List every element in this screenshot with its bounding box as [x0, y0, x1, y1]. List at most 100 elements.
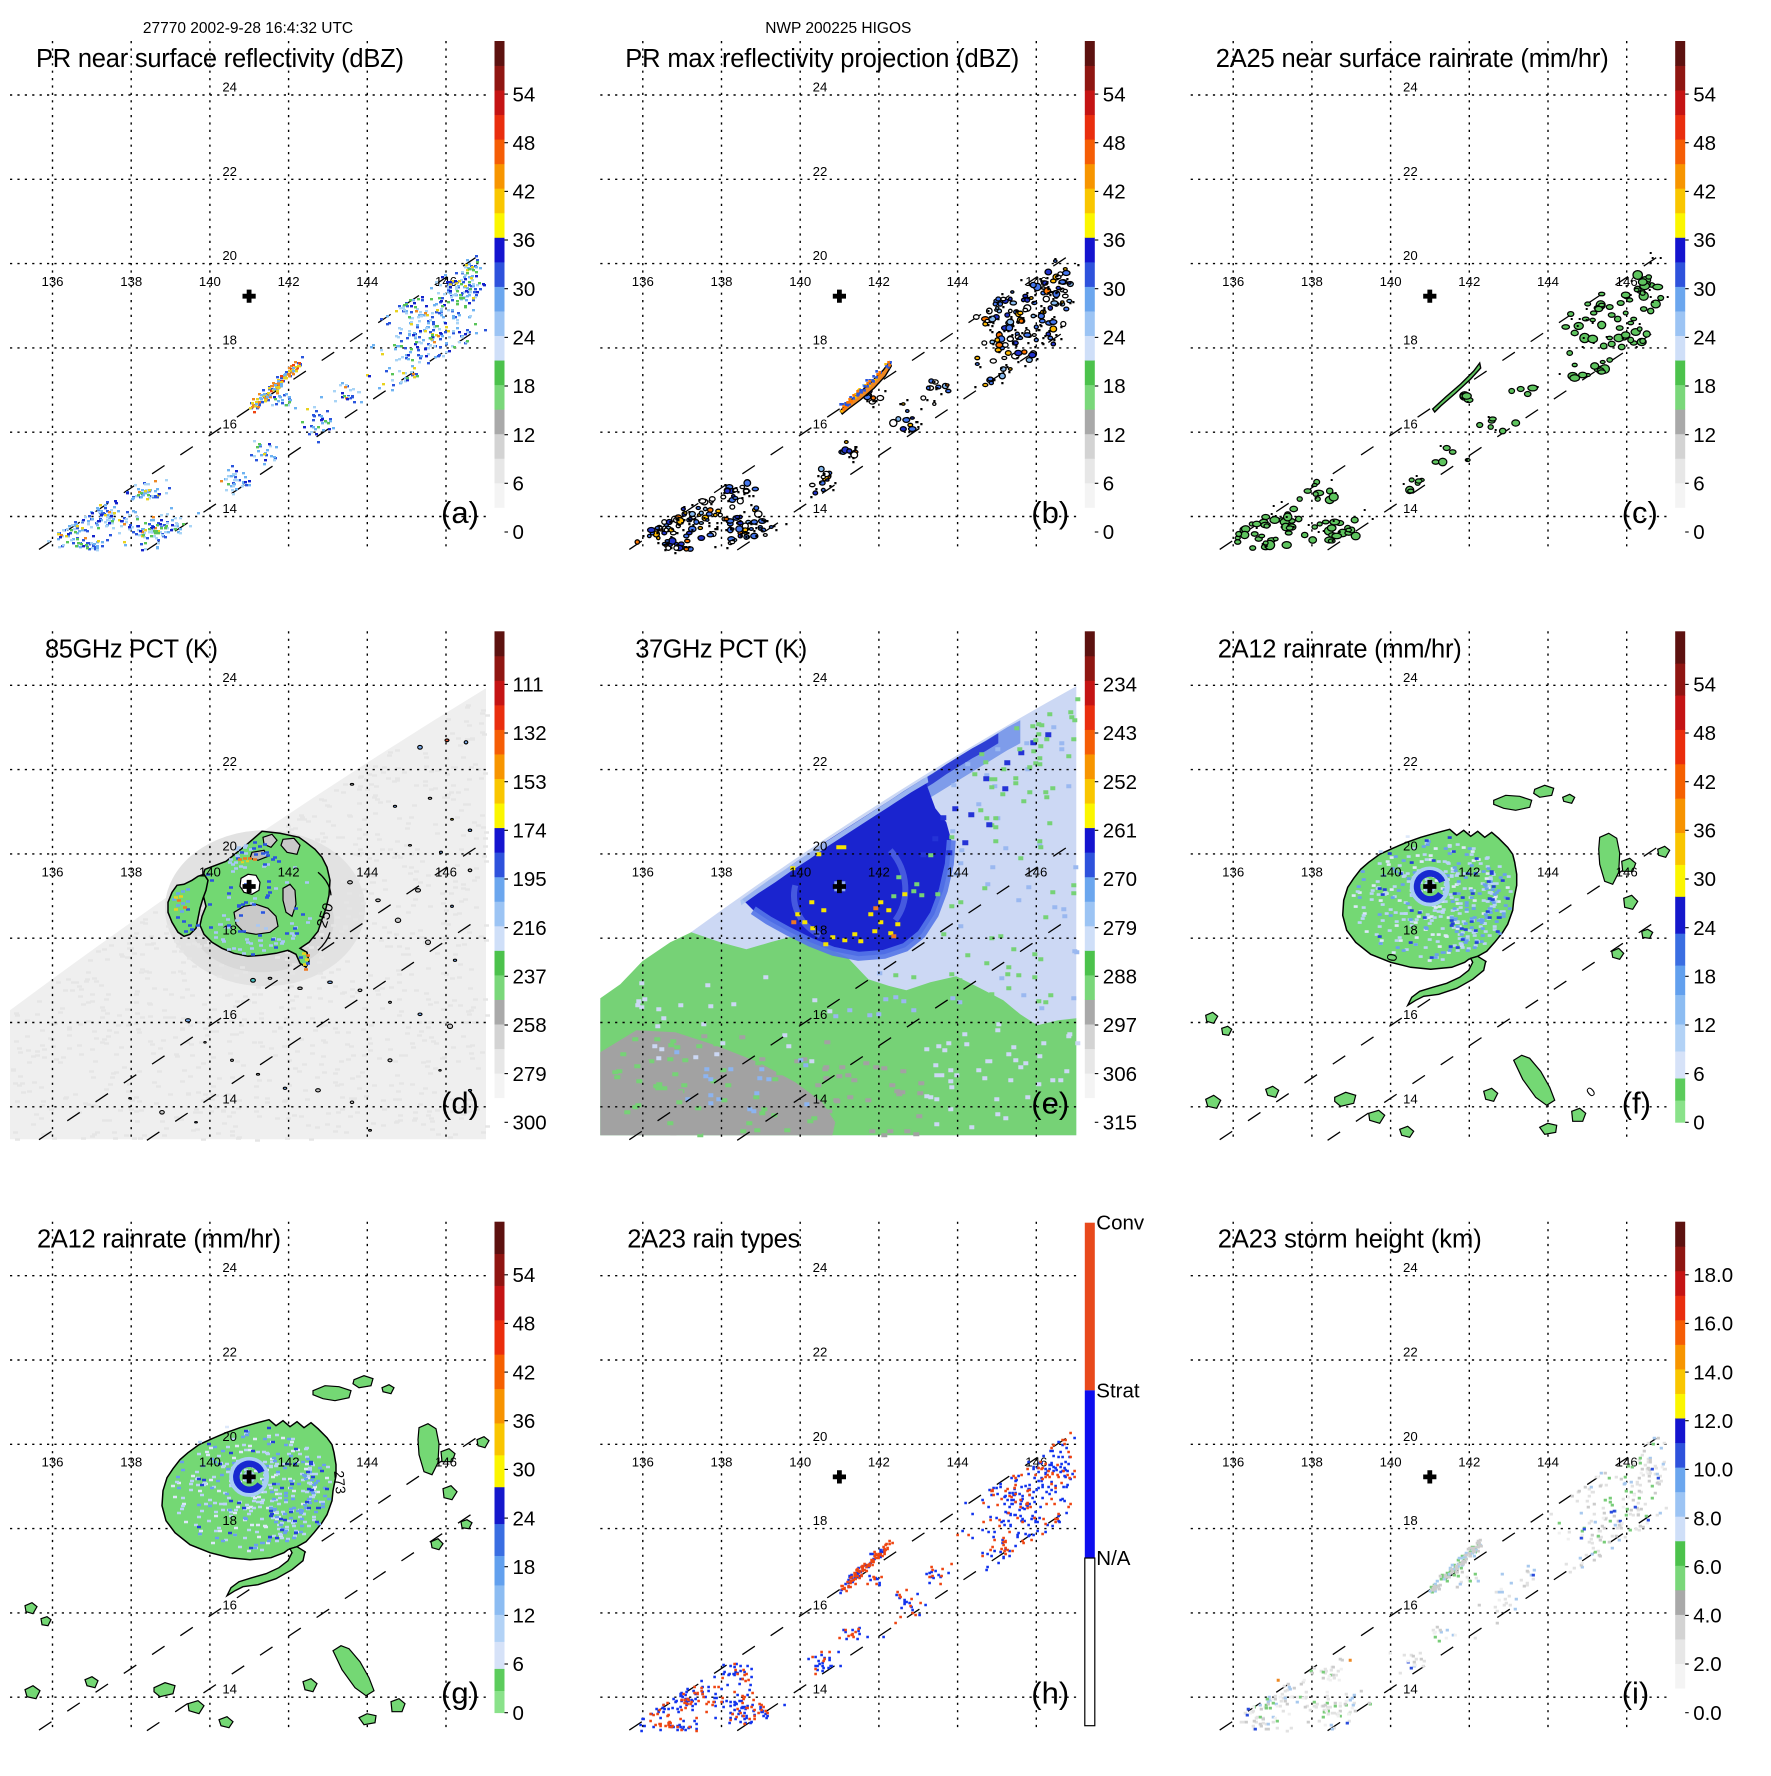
svg-text:PR max reflectivity projection: PR max reflectivity projection (dBZ)	[625, 45, 1019, 73]
svg-text:8.0: 8.0	[1693, 1507, 1722, 1530]
svg-text:138: 138	[710, 864, 732, 879]
svg-text:12: 12	[1693, 424, 1716, 447]
svg-text:30: 30	[1103, 278, 1126, 301]
svg-text:16: 16	[813, 1007, 828, 1022]
svg-text:18: 18	[813, 923, 828, 938]
svg-text:136: 136	[41, 864, 63, 879]
svg-text:138: 138	[710, 1455, 732, 1470]
svg-text:16: 16	[222, 417, 237, 432]
svg-text:54: 54	[1693, 674, 1716, 697]
svg-text:273: 273	[331, 1470, 349, 1495]
svg-text:(g): (g)	[441, 1676, 479, 1711]
svg-text:20: 20	[1403, 838, 1418, 853]
svg-text:20: 20	[222, 248, 237, 263]
svg-text:24: 24	[513, 327, 536, 350]
svg-text:146: 146	[1616, 274, 1638, 289]
svg-text:153: 153	[513, 771, 547, 794]
svg-text:6: 6	[1693, 1063, 1704, 1086]
svg-text:2A12 rainrate (mm/hr): 2A12 rainrate (mm/hr)	[1218, 635, 1462, 663]
svg-text:234: 234	[1103, 674, 1137, 697]
svg-text:2.0: 2.0	[1693, 1653, 1722, 1676]
svg-text:0: 0	[513, 521, 524, 544]
svg-text:144: 144	[356, 274, 378, 289]
svg-text:85GHz PCT (K): 85GHz PCT (K)	[45, 635, 218, 663]
svg-text:140: 140	[789, 274, 811, 289]
svg-text:N/A: N/A	[1096, 1547, 1131, 1570]
svg-text:24: 24	[1403, 80, 1418, 95]
svg-text:252: 252	[1103, 771, 1137, 794]
svg-text:0: 0	[1103, 521, 1114, 544]
svg-text:36: 36	[513, 229, 536, 252]
svg-text:0.0: 0.0	[1693, 1702, 1722, 1725]
svg-text:54: 54	[513, 1264, 536, 1287]
svg-text:18: 18	[513, 375, 536, 398]
svg-text:18: 18	[813, 1513, 828, 1528]
svg-text:20: 20	[813, 838, 828, 853]
svg-text:138: 138	[120, 274, 142, 289]
svg-text:136: 136	[632, 1455, 654, 1470]
svg-text:27770 2002-9-28 16:4:32 UTC: 27770 2002-9-28 16:4:32 UTC	[143, 20, 353, 37]
svg-text:6: 6	[1103, 473, 1114, 496]
svg-text:136: 136	[632, 274, 654, 289]
svg-text:2A23 storm height (km): 2A23 storm height (km)	[1218, 1226, 1482, 1254]
svg-text:30: 30	[1693, 278, 1716, 301]
svg-text:Strat: Strat	[1096, 1379, 1140, 1402]
svg-text:136: 136	[632, 864, 654, 879]
svg-text:14: 14	[222, 1682, 237, 1697]
svg-text:144: 144	[1537, 274, 1559, 289]
svg-text:14: 14	[1403, 1091, 1418, 1106]
svg-text:22: 22	[1403, 754, 1418, 769]
svg-text:14: 14	[1403, 1682, 1418, 1697]
svg-text:24: 24	[1103, 327, 1126, 350]
svg-text:54: 54	[1693, 83, 1716, 106]
svg-text:48: 48	[1693, 132, 1716, 155]
svg-text:258: 258	[513, 1014, 547, 1037]
svg-text:16: 16	[1403, 1597, 1418, 1612]
svg-text:24: 24	[1693, 327, 1716, 350]
svg-text:22: 22	[222, 754, 237, 769]
svg-text:18: 18	[1403, 332, 1418, 347]
svg-text:261: 261	[1103, 820, 1137, 843]
svg-text:18: 18	[1403, 923, 1418, 938]
svg-text:22: 22	[1403, 1345, 1418, 1360]
svg-text:0: 0	[1693, 1112, 1704, 1135]
svg-text:18: 18	[1693, 375, 1716, 398]
svg-text:(b): (b)	[1031, 495, 1069, 530]
svg-text:(a): (a)	[441, 495, 479, 530]
svg-text:22: 22	[222, 164, 237, 179]
svg-text:(f): (f)	[1622, 1085, 1651, 1120]
svg-text:2A23 rain types: 2A23 rain types	[627, 1226, 800, 1254]
svg-text:140: 140	[199, 864, 221, 879]
svg-text:14: 14	[813, 1682, 828, 1697]
svg-text:297: 297	[1103, 1014, 1137, 1037]
svg-text:146: 146	[435, 864, 457, 879]
svg-text:140: 140	[199, 1455, 221, 1470]
svg-text:142: 142	[868, 1455, 890, 1470]
svg-text:279: 279	[513, 1063, 547, 1086]
svg-text:140: 140	[1380, 1455, 1402, 1470]
svg-text:138: 138	[1301, 864, 1323, 879]
svg-text:279: 279	[1103, 917, 1137, 940]
svg-text:24: 24	[813, 80, 828, 95]
svg-text:250: 250	[314, 901, 338, 930]
svg-text:142: 142	[278, 864, 300, 879]
svg-text:18: 18	[813, 332, 828, 347]
svg-text:22: 22	[813, 1345, 828, 1360]
svg-text:12: 12	[513, 1605, 536, 1628]
svg-text:146: 146	[1025, 864, 1047, 879]
svg-text:138: 138	[1301, 1455, 1323, 1470]
svg-text:48: 48	[513, 132, 536, 155]
svg-text:300: 300	[513, 1112, 547, 1135]
svg-text:20: 20	[222, 838, 237, 853]
svg-text:42: 42	[513, 1361, 536, 1384]
svg-text:42: 42	[513, 181, 536, 204]
svg-text:24: 24	[1403, 1260, 1418, 1275]
svg-text:306: 306	[1103, 1063, 1137, 1086]
svg-text:14: 14	[222, 501, 237, 516]
svg-text:42: 42	[1103, 181, 1126, 204]
svg-text:14: 14	[1403, 501, 1418, 516]
svg-text:30: 30	[513, 1459, 536, 1482]
svg-text:138: 138	[1301, 274, 1323, 289]
svg-text:136: 136	[41, 1455, 63, 1470]
svg-text:48: 48	[1103, 132, 1126, 155]
